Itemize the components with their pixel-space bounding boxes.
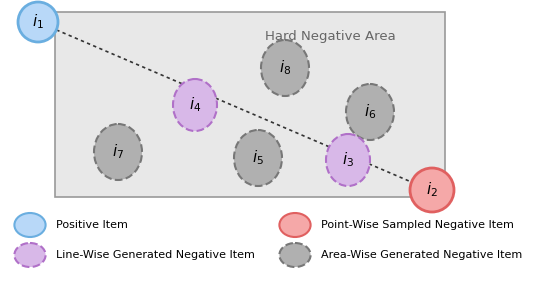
- Ellipse shape: [173, 79, 217, 131]
- Ellipse shape: [234, 130, 282, 186]
- Text: Area-Wise Generated Negative Item: Area-Wise Generated Negative Item: [321, 250, 523, 260]
- Text: $i_7$: $i_7$: [112, 143, 124, 161]
- Text: Line-Wise Generated Negative Item: Line-Wise Generated Negative Item: [56, 250, 255, 260]
- Text: $i_8$: $i_8$: [279, 59, 291, 77]
- Text: $i_5$: $i_5$: [252, 149, 264, 167]
- Text: Point-Wise Sampled Negative Item: Point-Wise Sampled Negative Item: [321, 220, 514, 230]
- Bar: [55, 12, 445, 197]
- Text: Hard Negative Area: Hard Negative Area: [265, 30, 395, 43]
- Text: $i_6$: $i_6$: [364, 103, 376, 121]
- Text: $i_4$: $i_4$: [189, 96, 201, 114]
- Ellipse shape: [261, 40, 309, 96]
- Ellipse shape: [94, 124, 142, 180]
- Ellipse shape: [280, 243, 311, 267]
- Text: $i_3$: $i_3$: [342, 151, 354, 169]
- Circle shape: [18, 2, 58, 42]
- Ellipse shape: [280, 213, 311, 237]
- Ellipse shape: [326, 134, 370, 186]
- Ellipse shape: [14, 243, 46, 267]
- Text: $i_1$: $i_1$: [32, 13, 44, 31]
- Text: Positive Item: Positive Item: [56, 220, 128, 230]
- Text: $i_2$: $i_2$: [426, 181, 438, 199]
- Ellipse shape: [346, 84, 394, 140]
- Circle shape: [410, 168, 454, 212]
- Ellipse shape: [14, 213, 46, 237]
